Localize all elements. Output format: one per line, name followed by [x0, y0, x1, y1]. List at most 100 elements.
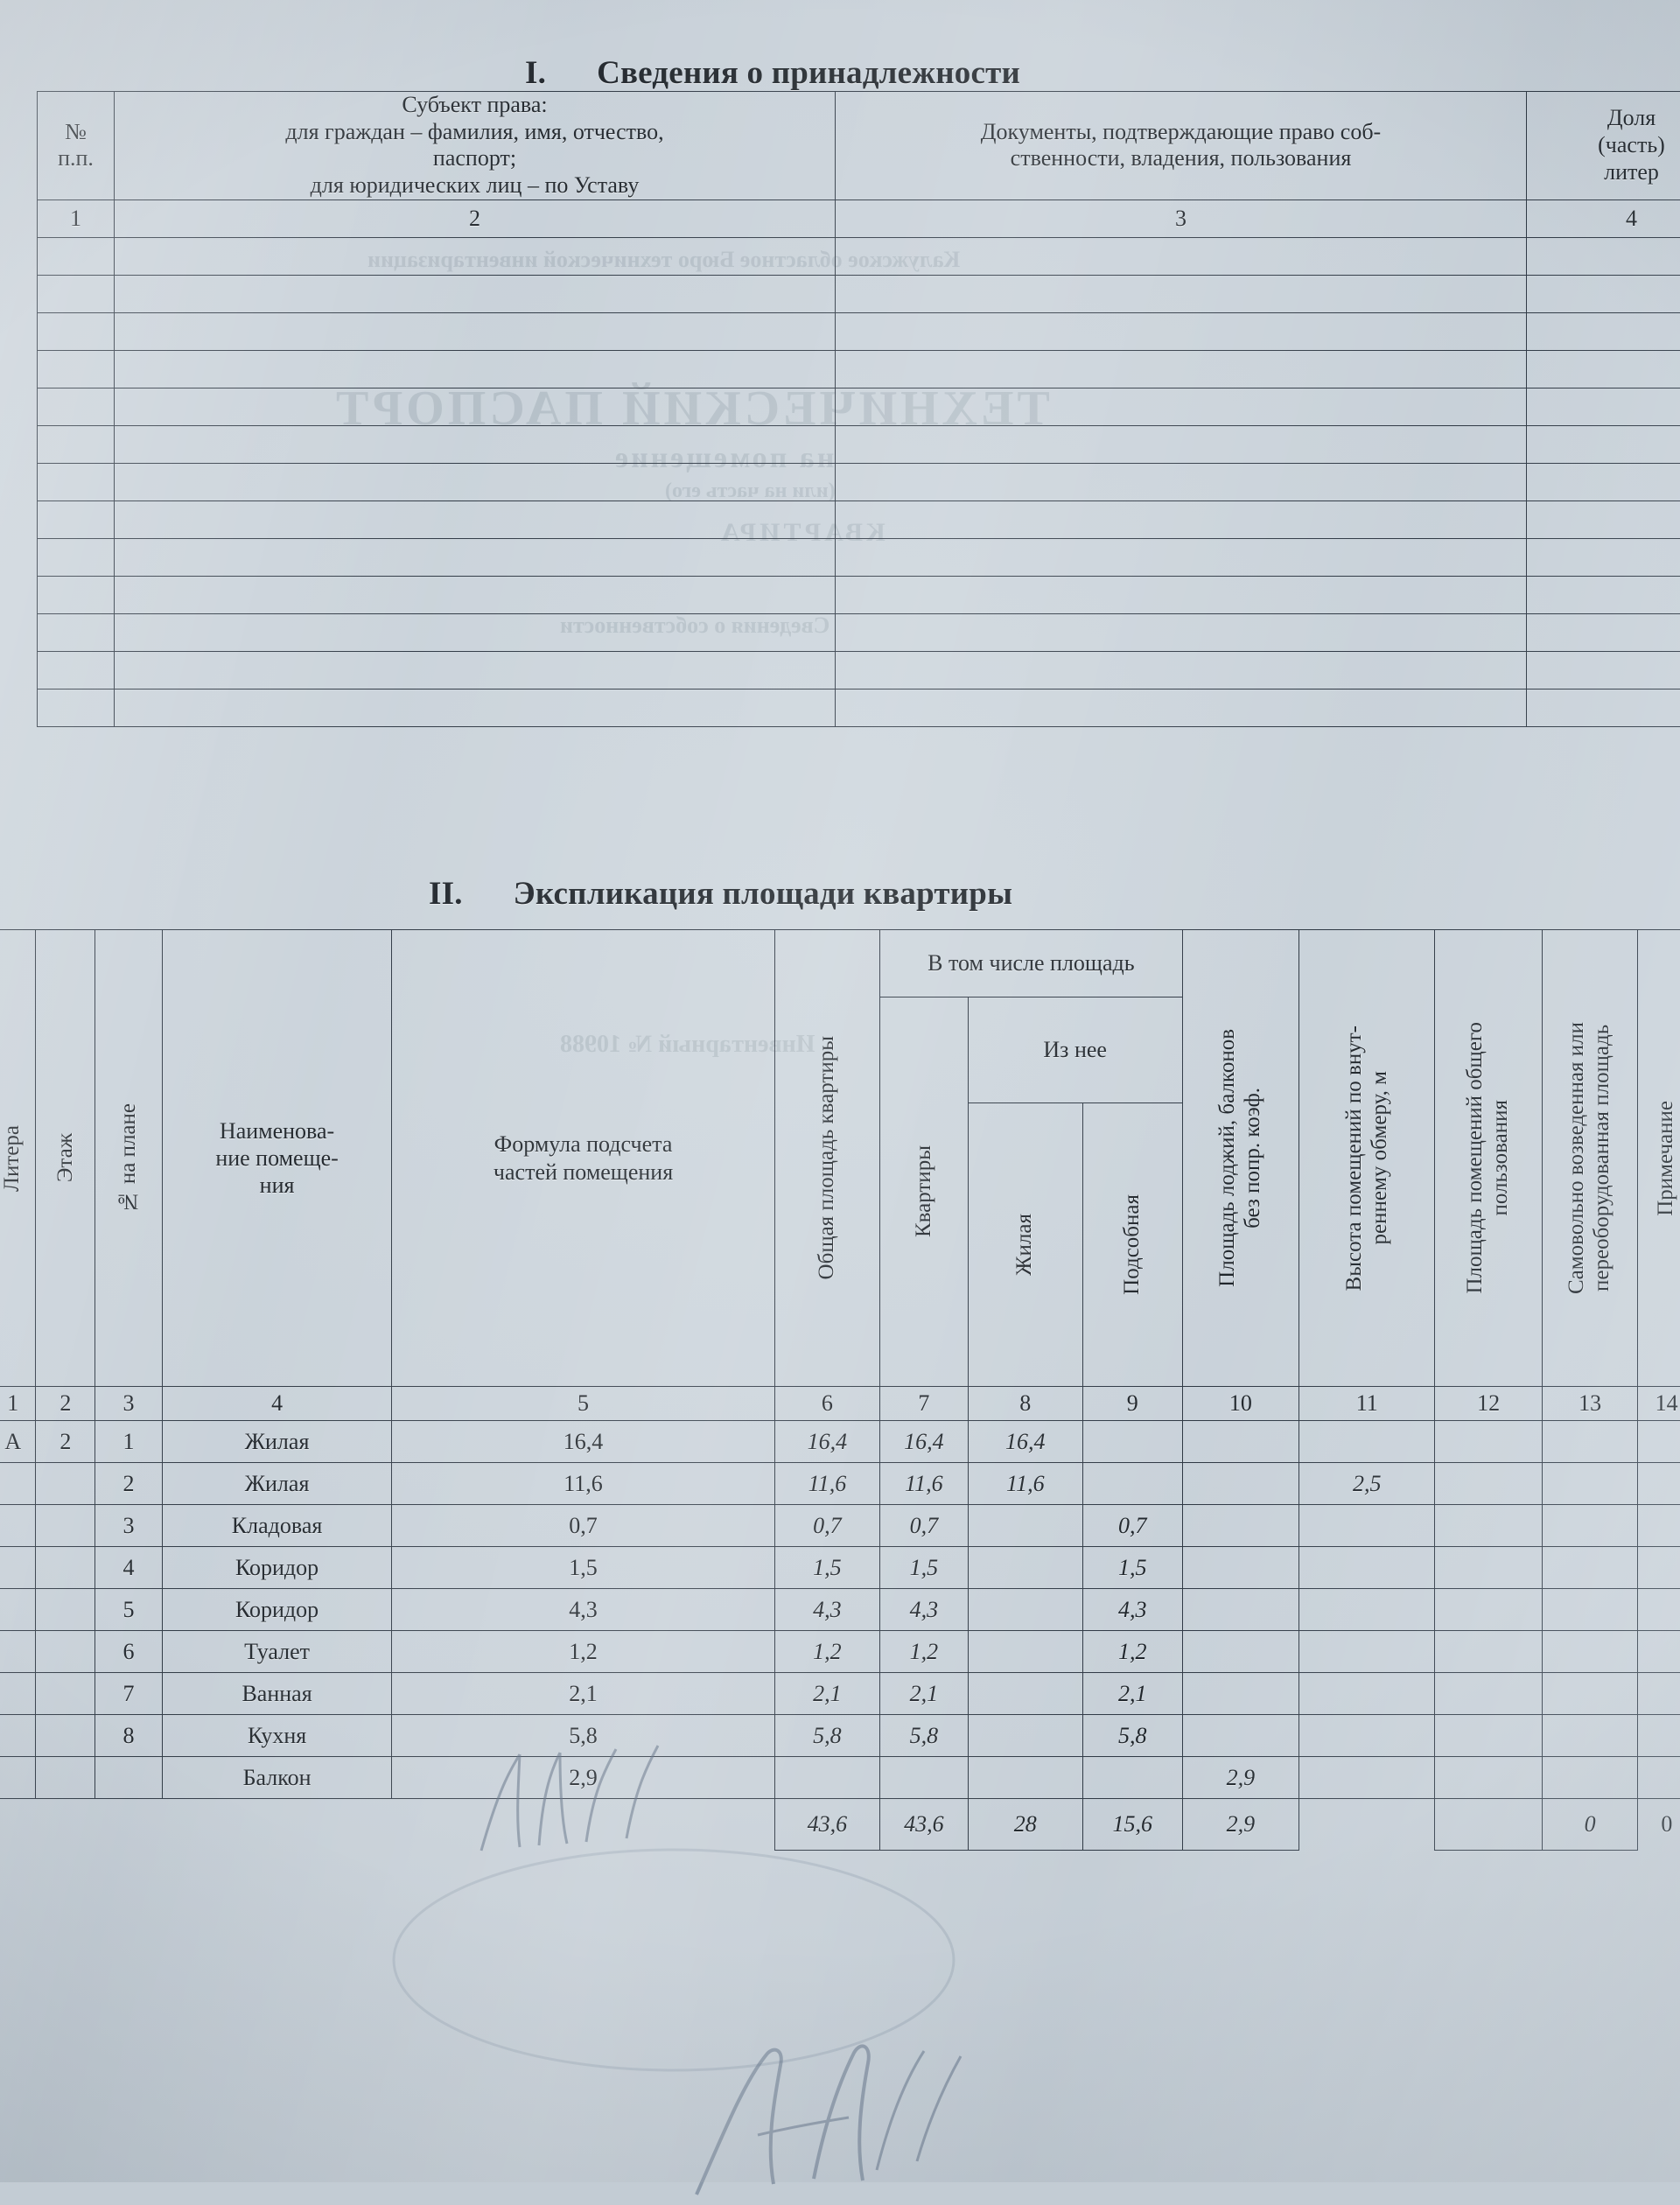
area-cell-balcony-area[interactable]: [1182, 1505, 1298, 1547]
area-cell-plan-no[interactable]: 2: [95, 1463, 163, 1505]
area-cell-note[interactable]: [1638, 1631, 1680, 1673]
area-cell-total-area[interactable]: 4,3: [774, 1589, 879, 1631]
ownership-empty-cell[interactable]: [836, 388, 1527, 425]
area-total-living[interactable]: 28: [968, 1799, 1082, 1851]
ownership-empty-cell[interactable]: [115, 500, 836, 538]
area-cell-plan-no[interactable]: 7: [95, 1673, 163, 1715]
ownership-empty-cell[interactable]: [1527, 425, 1680, 463]
ownership-empty-row[interactable]: [38, 651, 1680, 689]
area-cell-room-name[interactable]: Туалет: [162, 1631, 391, 1673]
area-cell-note[interactable]: [1638, 1589, 1680, 1631]
ownership-empty-row[interactable]: [38, 500, 1680, 538]
area-cell-unauthorized[interactable]: [1542, 1505, 1637, 1547]
area-cell-height[interactable]: [1299, 1589, 1435, 1631]
area-cell-unauthorized[interactable]: [1542, 1589, 1637, 1631]
area-cell-room-name[interactable]: Коридор: [162, 1547, 391, 1589]
area-cell-common-area[interactable]: [1435, 1715, 1542, 1757]
area-cell-litera[interactable]: [0, 1463, 36, 1505]
area-cell-litera[interactable]: [0, 1715, 36, 1757]
area-cell-apartment[interactable]: 0,7: [880, 1505, 969, 1547]
area-cell-unauthorized[interactable]: [1542, 1715, 1637, 1757]
area-cell-litera[interactable]: [0, 1547, 36, 1589]
ownership-empty-cell[interactable]: [115, 463, 836, 500]
area-cell-note[interactable]: [1638, 1673, 1680, 1715]
area-total-plan-no[interactable]: [95, 1799, 163, 1851]
area-cell-total-area[interactable]: 2,1: [774, 1673, 879, 1715]
ownership-empty-cell[interactable]: [836, 312, 1527, 350]
area-cell-unauthorized[interactable]: [1542, 1421, 1637, 1463]
ownership-empty-cell[interactable]: [836, 463, 1527, 500]
ownership-empty-cell[interactable]: [836, 425, 1527, 463]
area-cell-total-area[interactable]: 16,4: [774, 1421, 879, 1463]
ownership-empty-cell[interactable]: [115, 350, 836, 388]
area-cell-apartment[interactable]: 11,6: [880, 1463, 969, 1505]
ownership-empty-cell[interactable]: [115, 388, 836, 425]
area-cell-balcony-area[interactable]: [1182, 1589, 1298, 1631]
area-cell-floor[interactable]: [36, 1715, 95, 1757]
ownership-empty-cell[interactable]: [115, 312, 836, 350]
area-cell-balcony-area[interactable]: [1182, 1547, 1298, 1589]
area-cell-utility[interactable]: 0,7: [1082, 1505, 1182, 1547]
area-cell-litera[interactable]: А: [0, 1421, 36, 1463]
ownership-empty-cell[interactable]: [38, 463, 115, 500]
ownership-empty-row[interactable]: [38, 463, 1680, 500]
area-cell-room-name[interactable]: Коридор: [162, 1589, 391, 1631]
ownership-empty-cell[interactable]: [836, 613, 1527, 651]
area-cell-common-area[interactable]: [1435, 1463, 1542, 1505]
area-cell-common-area[interactable]: [1435, 1673, 1542, 1715]
ownership-empty-row[interactable]: [38, 350, 1680, 388]
area-cell-litera[interactable]: [0, 1757, 36, 1799]
area-cell-total-area[interactable]: 1,2: [774, 1631, 879, 1673]
area-cell-apartment[interactable]: 1,2: [880, 1631, 969, 1673]
area-cell-utility[interactable]: 1,2: [1082, 1631, 1182, 1673]
area-cell-floor[interactable]: [36, 1589, 95, 1631]
area-cell-height[interactable]: [1299, 1715, 1435, 1757]
area-cell-note[interactable]: [1638, 1505, 1680, 1547]
ownership-empty-cell[interactable]: [1527, 312, 1680, 350]
area-cell-balcony-area[interactable]: [1182, 1715, 1298, 1757]
ownership-empty-row[interactable]: [38, 275, 1680, 312]
area-cell-living[interactable]: 11,6: [968, 1463, 1082, 1505]
ownership-empty-cell[interactable]: [115, 613, 836, 651]
area-cell-formula[interactable]: 1,2: [392, 1631, 774, 1673]
ownership-empty-cell[interactable]: [1527, 576, 1680, 613]
area-cell-height[interactable]: [1299, 1547, 1435, 1589]
ownership-empty-cell[interactable]: [1527, 500, 1680, 538]
area-cell-formula[interactable]: 1,5: [392, 1547, 774, 1589]
area-cell-common-area[interactable]: [1435, 1631, 1542, 1673]
area-cell-formula[interactable]: 5,8: [392, 1715, 774, 1757]
area-cell-room-name[interactable]: Кухня: [162, 1715, 391, 1757]
area-cell-living[interactable]: [968, 1505, 1082, 1547]
area-cell-utility[interactable]: 5,8: [1082, 1715, 1182, 1757]
ownership-empty-row[interactable]: [38, 237, 1680, 275]
area-cell-utility[interactable]: 1,5: [1082, 1547, 1182, 1589]
area-cell-litera[interactable]: [0, 1631, 36, 1673]
ownership-empty-cell[interactable]: [836, 538, 1527, 576]
area-cell-height[interactable]: [1299, 1673, 1435, 1715]
area-cell-apartment[interactable]: 4,3: [880, 1589, 969, 1631]
area-cell-balcony-area[interactable]: [1182, 1673, 1298, 1715]
area-cell-note[interactable]: [1638, 1757, 1680, 1799]
area-cell-floor[interactable]: [36, 1757, 95, 1799]
area-cell-formula[interactable]: 4,3: [392, 1589, 774, 1631]
area-total-common-area[interactable]: [1435, 1799, 1542, 1851]
area-total-formula[interactable]: [392, 1799, 774, 1851]
area-cell-plan-no[interactable]: 6: [95, 1631, 163, 1673]
area-cell-room-name[interactable]: Жилая: [162, 1421, 391, 1463]
area-cell-plan-no[interactable]: [95, 1757, 163, 1799]
area-cell-total-area[interactable]: 1,5: [774, 1547, 879, 1589]
area-total-height[interactable]: [1299, 1799, 1435, 1851]
area-cell-floor[interactable]: [36, 1547, 95, 1589]
area-cell-note[interactable]: [1638, 1421, 1680, 1463]
ownership-empty-cell[interactable]: [38, 237, 115, 275]
area-cell-plan-no[interactable]: 3: [95, 1505, 163, 1547]
area-cell-common-area[interactable]: [1435, 1421, 1542, 1463]
area-cell-plan-no[interactable]: 4: [95, 1547, 163, 1589]
area-cell-formula[interactable]: 11,6: [392, 1463, 774, 1505]
ownership-empty-cell[interactable]: [1527, 275, 1680, 312]
